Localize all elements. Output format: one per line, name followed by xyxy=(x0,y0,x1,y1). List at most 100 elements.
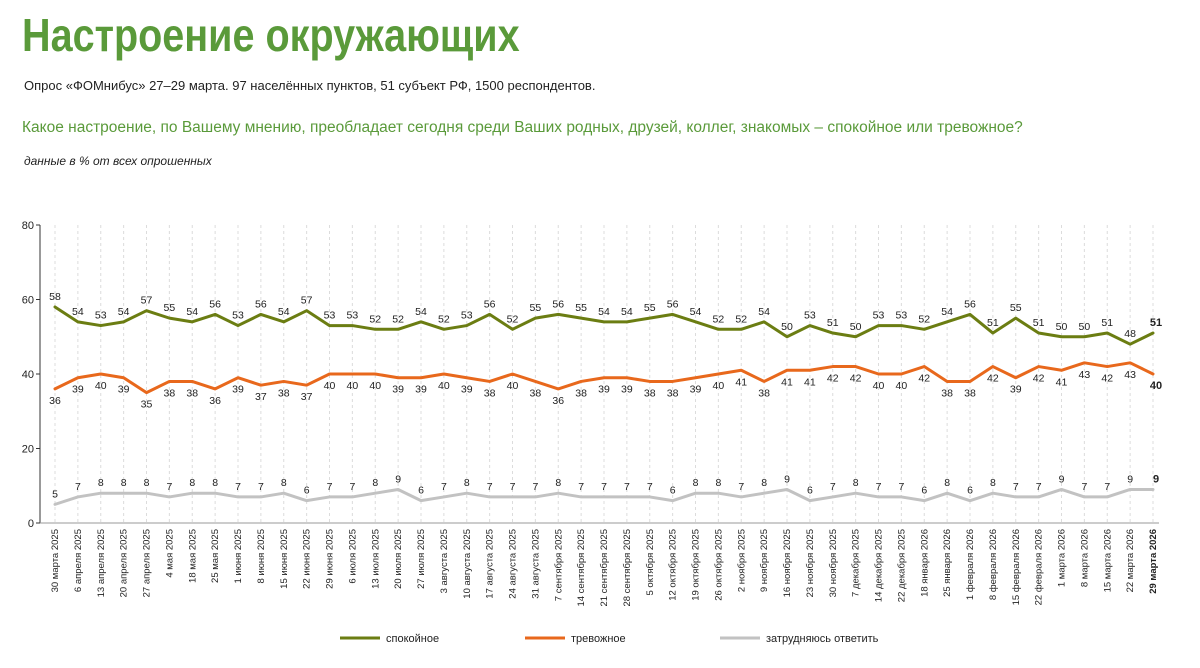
data-label-anxious: 38 xyxy=(667,387,679,399)
data-label-anxious: 38 xyxy=(575,387,587,399)
data-label-anxious: 36 xyxy=(552,395,564,407)
y-tick-label: 60 xyxy=(22,295,34,307)
data-label-hard: 6 xyxy=(967,485,973,497)
data-label-anxious: 40 xyxy=(507,380,519,392)
data-label-hard: 7 xyxy=(578,481,584,493)
data-label-hard: 6 xyxy=(304,485,310,497)
data-label-calm: 52 xyxy=(507,313,519,325)
data-label-anxious: 35 xyxy=(141,399,153,411)
data-label-hard: 9 xyxy=(784,473,790,485)
data-label-hard: 9 xyxy=(1153,473,1159,485)
legend-label-anxious: тревожное xyxy=(571,633,626,645)
data-label-calm: 51 xyxy=(827,317,839,329)
data-label-anxious: 40 xyxy=(95,380,107,392)
data-label-hard: 8 xyxy=(189,477,195,489)
data-label-calm: 52 xyxy=(918,313,930,325)
legend-label-hard: затрудняюсь ответить xyxy=(766,633,879,645)
data-label-calm: 52 xyxy=(735,313,747,325)
data-label-calm: 57 xyxy=(301,295,313,307)
x-tick-label: 28 сентября 2025 xyxy=(622,529,633,607)
data-label-hard: 7 xyxy=(898,481,904,493)
data-label-calm: 53 xyxy=(896,310,908,322)
series-line-calm xyxy=(53,305,1155,346)
survey-subtitle: Опрос «ФОМнибус» 27–29 марта. 97 населён… xyxy=(24,78,596,93)
data-label-calm: 56 xyxy=(964,298,976,310)
data-label-anxious: 39 xyxy=(690,384,702,396)
data-label-calm: 57 xyxy=(141,295,153,307)
data-label-hard: 7 xyxy=(601,481,607,493)
data-label-calm: 55 xyxy=(530,302,542,314)
data-label-hard: 7 xyxy=(1036,481,1042,493)
x-tick-label: 5 октября 2025 xyxy=(645,529,656,596)
x-tick-label: 1 февраля 2026 xyxy=(965,529,976,600)
x-tick-label: 29 марта 2026 xyxy=(1148,529,1159,594)
x-tick-label: 9 ноября 2025 xyxy=(759,529,770,592)
data-label-calm: 52 xyxy=(438,313,450,325)
data-label-anxious: 40 xyxy=(713,380,725,392)
x-tick-label: 24 августа 2025 xyxy=(508,529,519,599)
data-label-calm: 54 xyxy=(278,306,290,318)
data-label-calm: 55 xyxy=(1010,302,1022,314)
x-tick-label: 14 сентября 2025 xyxy=(576,529,587,607)
x-tick-label: 4 мая 2025 xyxy=(164,529,175,578)
data-label-calm: 50 xyxy=(1056,321,1068,333)
x-tick-label: 30 марта 2025 xyxy=(50,529,61,592)
data-label-anxious: 40 xyxy=(1150,380,1162,392)
data-label-anxious: 38 xyxy=(278,387,290,399)
x-tick-label: 7 декабря 2025 xyxy=(851,529,862,597)
data-label-hard: 8 xyxy=(715,477,721,489)
data-label-hard: 9 xyxy=(1059,473,1065,485)
x-tick-label: 14 декабря 2025 xyxy=(874,529,885,602)
data-label-hard: 8 xyxy=(372,477,378,489)
data-label-hard: 7 xyxy=(327,481,333,493)
data-label-hard: 8 xyxy=(281,477,287,489)
data-label-anxious: 40 xyxy=(896,380,908,392)
x-tick-label: 12 октября 2025 xyxy=(668,529,679,601)
data-label-hard: 7 xyxy=(258,481,264,493)
data-label-hard: 8 xyxy=(144,477,150,489)
data-label-hard: 7 xyxy=(487,481,493,493)
data-label-hard: 7 xyxy=(1081,481,1087,493)
data-label-calm: 53 xyxy=(347,310,359,322)
data-label-anxious: 39 xyxy=(415,384,427,396)
data-label-anxious: 41 xyxy=(781,376,793,388)
data-label-calm: 53 xyxy=(873,310,885,322)
data-label-hard: 8 xyxy=(555,477,561,489)
data-label-hard: 7 xyxy=(647,481,653,493)
data-label-calm: 54 xyxy=(690,306,702,318)
survey-question: Какое настроение, по Вашему мнению, прео… xyxy=(22,119,1023,136)
x-tick-label: 21 сентября 2025 xyxy=(599,529,610,607)
data-label-hard: 7 xyxy=(532,481,538,493)
data-label-anxious: 40 xyxy=(369,380,381,392)
data-label-hard: 5 xyxy=(52,488,58,500)
data-label-calm: 53 xyxy=(232,310,244,322)
data-label-hard: 7 xyxy=(876,481,882,493)
data-label-calm: 56 xyxy=(484,298,496,310)
data-label-anxious: 41 xyxy=(804,376,816,388)
x-tick-label: 10 августа 2025 xyxy=(462,529,473,599)
x-tick-label: 3 августа 2025 xyxy=(439,529,450,593)
data-label-anxious: 38 xyxy=(186,387,198,399)
data-note: данные в % от всех опрошенных xyxy=(24,154,212,168)
x-tick-label: 8 февраля 2026 xyxy=(988,529,999,600)
x-tick-label: 19 октября 2025 xyxy=(691,529,702,601)
x-tick-label: 17 августа 2025 xyxy=(485,529,496,599)
data-label-hard: 7 xyxy=(1104,481,1110,493)
data-label-calm: 54 xyxy=(415,306,427,318)
data-label-calm: 56 xyxy=(667,298,679,310)
x-tick-label: 16 ноября 2025 xyxy=(782,529,793,597)
data-label-hard: 7 xyxy=(510,481,516,493)
data-label-hard: 7 xyxy=(235,481,241,493)
y-tick-label: 40 xyxy=(22,369,34,381)
x-tick-label: 30 ноября 2025 xyxy=(828,529,839,597)
x-tick-label: 18 мая 2025 xyxy=(187,529,198,583)
x-tick-label: 29 июня 2025 xyxy=(325,529,336,589)
data-label-anxious: 42 xyxy=(827,373,839,385)
x-tick-label: 23 ноября 2025 xyxy=(805,529,816,597)
data-label-calm: 50 xyxy=(850,321,862,333)
data-label-hard: 9 xyxy=(1127,473,1133,485)
data-label-anxious: 40 xyxy=(347,380,359,392)
data-label-anxious: 40 xyxy=(324,380,336,392)
data-label-hard: 7 xyxy=(830,481,836,493)
data-label-anxious: 41 xyxy=(1056,376,1068,388)
